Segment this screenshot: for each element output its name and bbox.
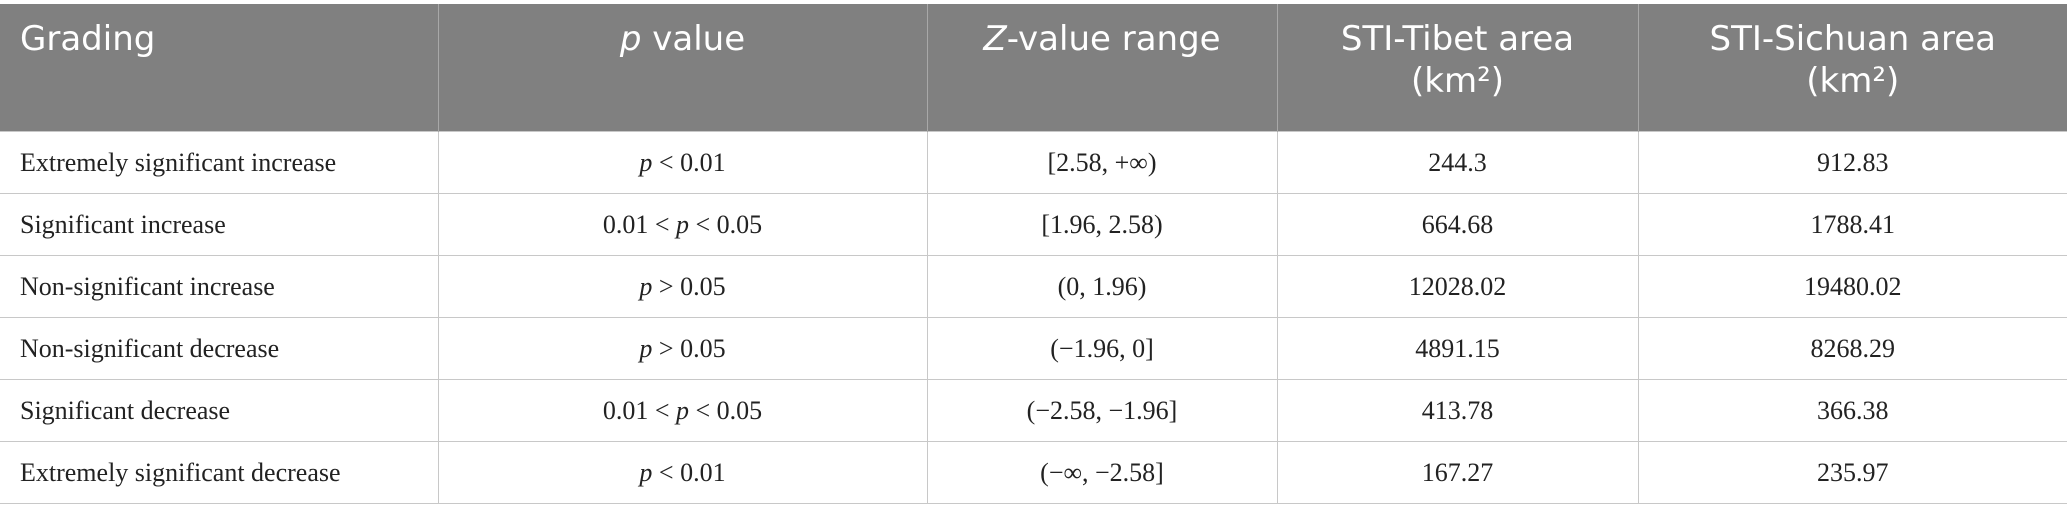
table-cell: Non-significant increase xyxy=(0,255,439,318)
table-cell: 235.97 xyxy=(1637,441,2067,504)
table-cell: [1.96, 2.58) xyxy=(926,193,1278,256)
table-cell: 664.68 xyxy=(1276,193,1639,256)
table-cell: 413.78 xyxy=(1276,379,1639,442)
table-cell: 912.83 xyxy=(1637,131,2067,194)
table-cell: Extremely significant decrease xyxy=(0,441,439,504)
table-cell: Significant increase xyxy=(0,193,439,256)
table-cell: p > 0.05 xyxy=(437,255,928,318)
table-cell: (0, 1.96) xyxy=(926,255,1278,318)
table-cell: (−2.58, −1.96] xyxy=(926,379,1278,442)
header-cell: Z-value range xyxy=(927,4,1278,132)
table-cell: 366.38 xyxy=(1637,379,2067,442)
table-row: Significant decrease 0.01 < p < 0.05 (−2.5… xyxy=(0,379,2067,442)
table-cell: Non-significant decrease xyxy=(0,317,439,380)
header-cell: Grading xyxy=(0,4,439,132)
header-cell: STI-Tibet area (km²) xyxy=(1277,4,1639,132)
table-cell: (−1.96, 0] xyxy=(926,317,1278,380)
table-cell: p < 0.01 xyxy=(437,131,928,194)
table-cell: 19480.02 xyxy=(1637,255,2067,318)
header-cell: p value xyxy=(438,4,928,132)
table-cell: 244.3 xyxy=(1276,131,1639,194)
table-cell: p > 0.05 xyxy=(437,317,928,380)
data-table: Grading p value Z-value range STI-Tibet are… xyxy=(0,4,2067,504)
table-cell: Extremely significant increase xyxy=(0,131,439,194)
table-cell: (−∞, −2.58] xyxy=(926,441,1278,504)
table-row: Non-significant increase p > 0.05 (0, 1.96… xyxy=(0,255,2067,318)
table-cell: 4891.15 xyxy=(1276,317,1639,380)
header-row: Grading p value Z-value range STI-Tibet are… xyxy=(0,4,2067,132)
table-row: Extremely significant increase p < 0.01 [2… xyxy=(0,131,2067,194)
table-row: Extremely significant decrease p < 0.01 (−… xyxy=(0,441,2067,504)
page: Grading p value Z-value range STI-Tibet are… xyxy=(0,4,2067,508)
table-row: Non-significant decrease p > 0.05 (−1.96, … xyxy=(0,317,2067,380)
table-cell: 8268.29 xyxy=(1637,317,2067,380)
table-cell: 0.01 < p < 0.05 xyxy=(437,193,928,256)
table-cell: 167.27 xyxy=(1276,441,1639,504)
table-cell: p < 0.01 xyxy=(437,441,928,504)
header-cell: STI-Sichuan area (km²) xyxy=(1638,4,2067,132)
table-cell: 0.01 < p < 0.05 xyxy=(437,379,928,442)
table-cell: [2.58, +∞) xyxy=(926,131,1278,194)
table-row: Significant increase 0.01 < p < 0.05 [1.96… xyxy=(0,193,2067,256)
table-body: Extremely significant increase p < 0.01 [2… xyxy=(0,131,2067,504)
table-cell: 1788.41 xyxy=(1637,193,2067,256)
table-cell: Significant decrease xyxy=(0,379,439,442)
table-cell: 12028.02 xyxy=(1276,255,1639,318)
